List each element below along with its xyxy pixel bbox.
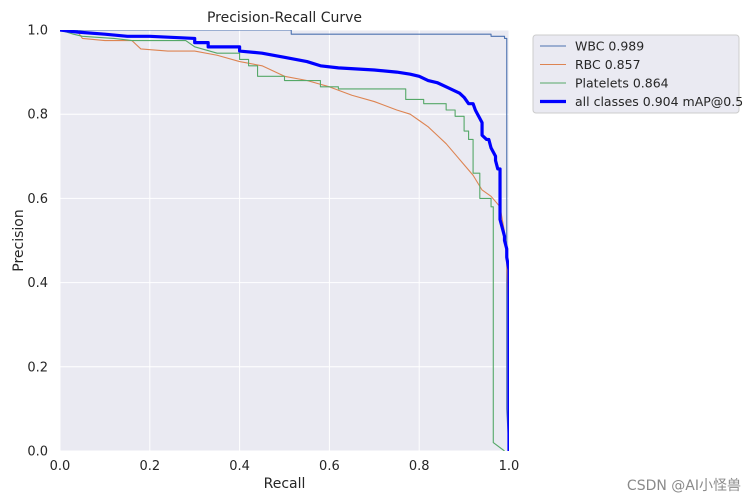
x-tick-labels: 0.0 0.2 0.4 0.6 0.8 1.0 [50, 459, 520, 474]
x-tick-label: 0.8 [409, 459, 430, 474]
y-tick-label: 0.4 [27, 276, 48, 291]
chart-title: Precision-Recall Curve [207, 10, 362, 26]
y-tick-label: 0.2 [27, 360, 48, 375]
legend-label-3: all classes 0.904 mAP@0.5 [575, 94, 743, 109]
legend: WBC 0.989 RBC 0.857 Platelets 0.864 all cla… [532, 34, 743, 114]
x-axis-label: Recall [264, 476, 306, 492]
x-tick-label: 0.6 [319, 459, 340, 474]
y-axis-label: Precision [11, 209, 27, 271]
legend-box [532, 34, 740, 114]
y-tick-label: 0.6 [27, 192, 48, 207]
series-group [60, 30, 509, 451]
legend-label-1: RBC 0.857 [575, 57, 641, 72]
x-tick-label: 0.0 [50, 459, 71, 474]
x-tick-label: 0.4 [229, 459, 250, 474]
series-line-1 [60, 30, 509, 451]
series-line-0 [60, 30, 509, 451]
series-line-3 [60, 30, 509, 451]
y-tick-label: 0.8 [27, 108, 48, 123]
y-tick-label: 1.0 [27, 24, 48, 39]
watermark: CSDN @AI小怪兽 [626, 478, 741, 494]
x-tick-label: 1.0 [499, 459, 520, 474]
x-tick-label: 0.2 [139, 459, 160, 474]
plot-area [60, 30, 509, 451]
y-tick-label: 0.0 [27, 445, 48, 460]
series-line-2 [60, 30, 505, 451]
y-tick-labels: 0.0 0.2 0.4 0.6 0.8 1.0 [27, 24, 48, 460]
legend-label-0: WBC 0.989 [575, 39, 644, 54]
legend-label-2: Platelets 0.864 [575, 76, 669, 91]
